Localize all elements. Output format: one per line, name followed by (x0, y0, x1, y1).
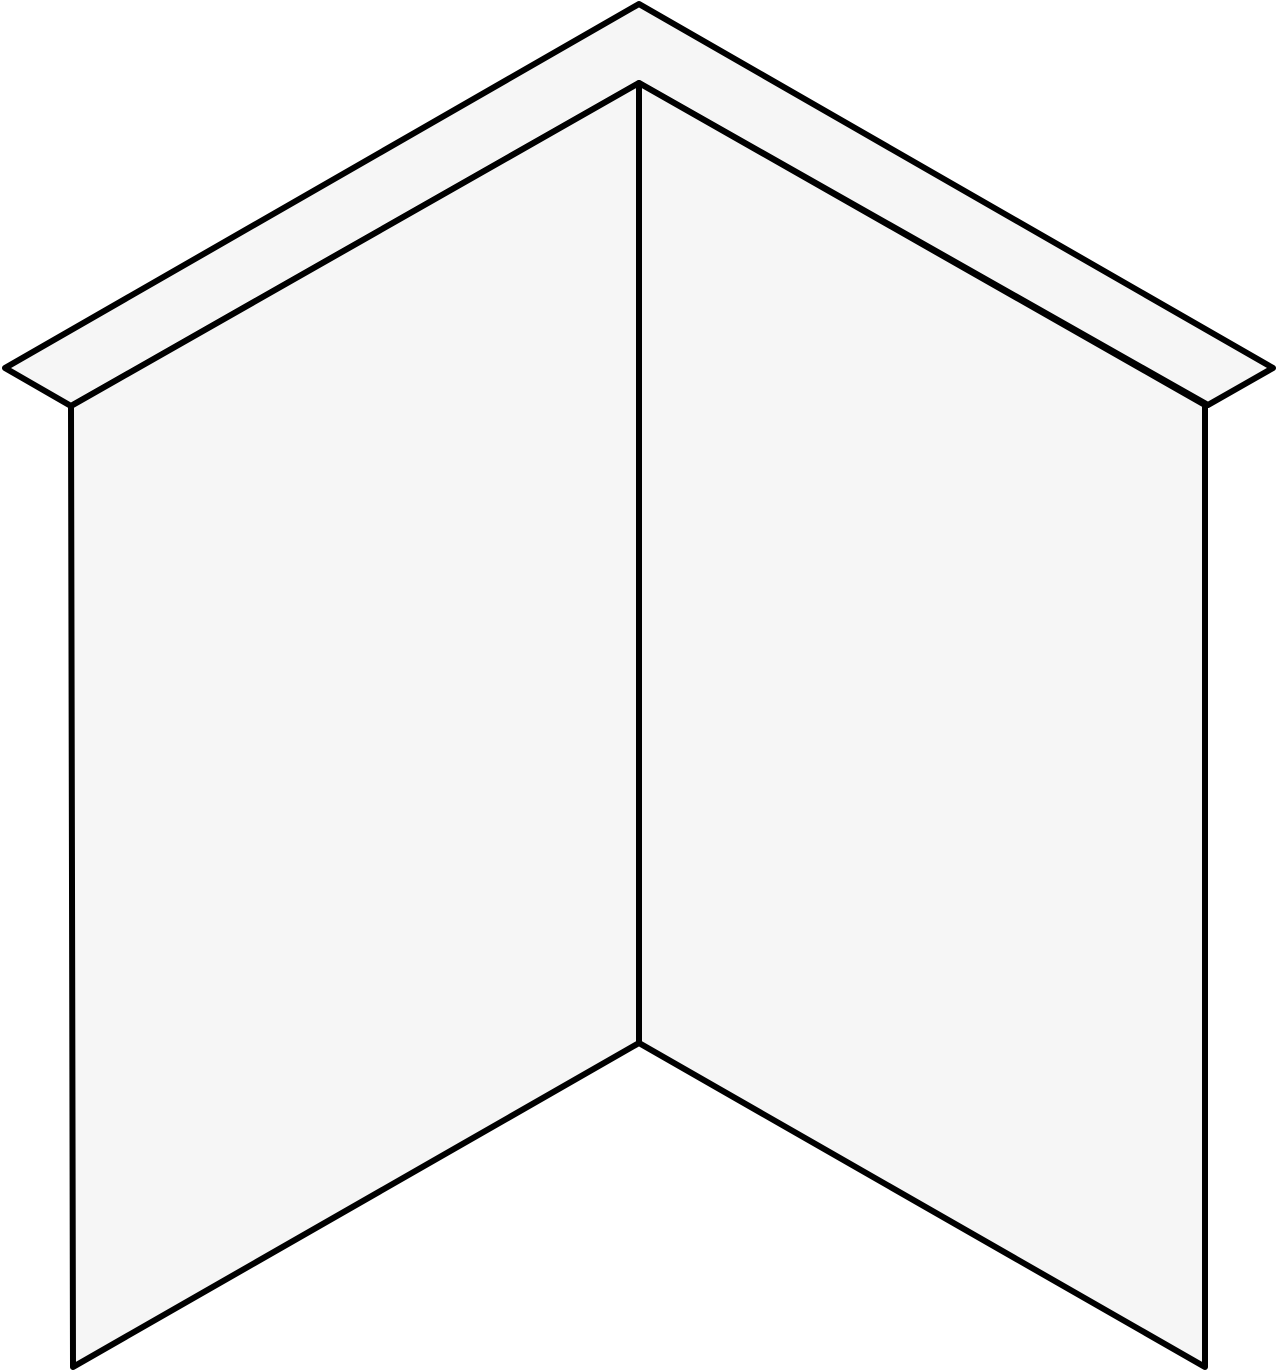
right-wall-panel (636, 80, 1208, 1370)
left-wall-panel (68, 80, 642, 1370)
